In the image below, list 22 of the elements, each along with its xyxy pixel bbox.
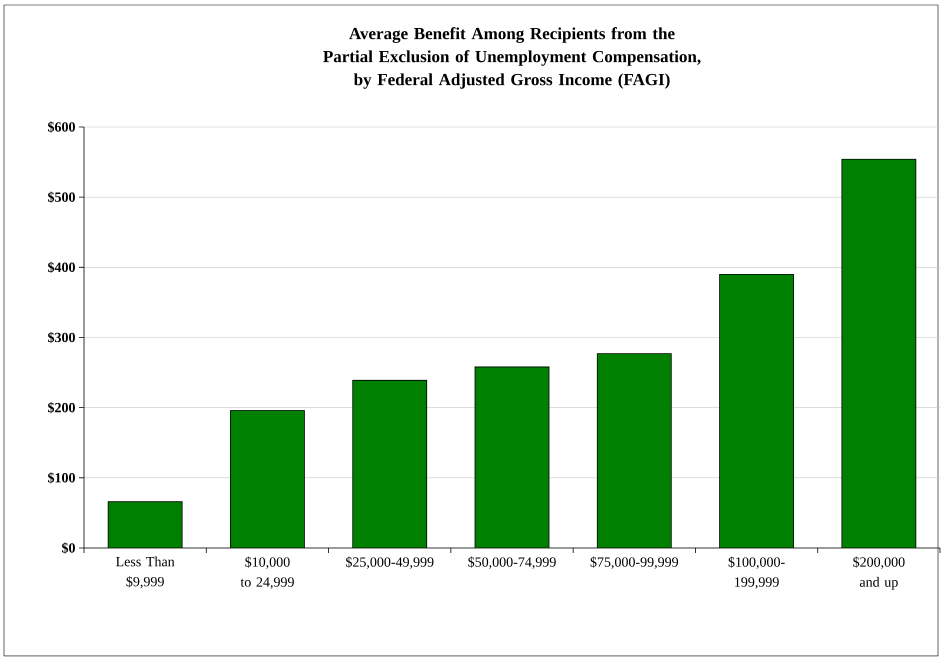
y-tick-label: $500 [48,192,75,203]
bar [475,366,550,548]
x-tick-label: Less Than $9,999 [116,556,174,588]
x-tick-label: $100,000-199,999 [728,556,785,589]
y-tick-label: $100 [48,472,75,484]
y-tick-label: $300 [48,332,75,344]
x-tick-label: $75,000-99,999 [590,556,678,569]
bar [720,274,794,548]
bar [352,380,427,548]
x-tick-label: $200,000 and up [853,556,905,590]
bar [597,354,672,548]
y-tick-label: $600 [48,121,75,133]
x-tick-label: $10,000 to 24,999 [240,556,294,589]
y-tick-label: $0 [62,542,75,554]
chart-title: Average Benefit Among Recipients from the Partial Exclusion of Unemployment Compensation, by Federal Adjusted Gross Income (FAGI) [323,27,700,89]
y-tick-label: $400 [48,262,75,273]
bar [108,502,182,548]
y-tick-label: $200 [48,402,75,414]
bar [230,410,304,548]
bar [841,158,916,548]
x-tick-label: $50,000-74,999 [468,556,556,569]
x-tick-label: $25,000-49,999 [346,556,434,569]
